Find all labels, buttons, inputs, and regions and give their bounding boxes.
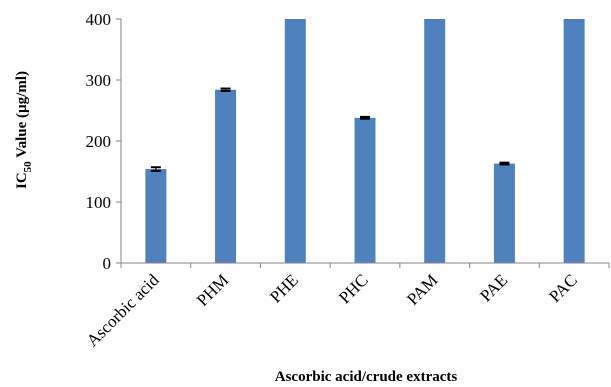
x-tick-label: Ascorbic acid (83, 270, 163, 350)
x-tick-label: PAC (545, 270, 581, 306)
bar (145, 169, 167, 263)
x-axis: Ascorbic acid PHM PHE PHC PAM PAE PAC (83, 262, 610, 350)
x-tick-label: PHM (193, 270, 232, 309)
y-axis-title-subscript: 50 (22, 161, 34, 173)
y-axis-title: IC50 Value (µg/ml) (14, 71, 34, 189)
bar (354, 117, 376, 263)
y-axis-title-suffix: Value (µg/ml) (14, 71, 30, 161)
y-tick-label: 100 (86, 193, 112, 212)
x-tick-label: PAM (403, 270, 441, 308)
y-tick-label: 300 (86, 71, 112, 90)
bar (493, 163, 515, 263)
bar (424, 19, 446, 263)
plot-area (145, 19, 585, 263)
x-tick-label: PAE (476, 270, 511, 305)
bar (215, 89, 237, 263)
x-tick-label: PHE (266, 270, 302, 306)
y-tick-label: 200 (86, 132, 112, 151)
x-axis-title: Ascorbic acid/crude extracts (275, 369, 458, 385)
bar (284, 19, 306, 263)
y-tick-label: 0 (103, 254, 112, 273)
bar (563, 19, 585, 263)
x-tick-label: PHC (335, 270, 372, 307)
y-tick-label: 400 (86, 10, 112, 29)
y-axis: 0 100 200 300 400 (86, 10, 122, 273)
y-axis-title-prefix: IC (14, 172, 30, 189)
